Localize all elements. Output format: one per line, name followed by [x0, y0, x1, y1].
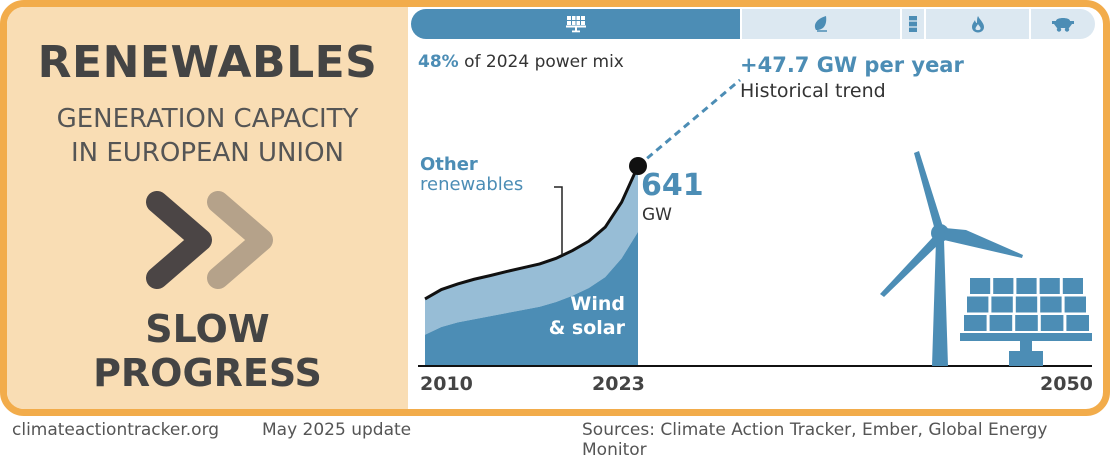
- footer-update: May 2025 update: [262, 420, 412, 440]
- coal-cart-icon: [1052, 18, 1074, 32]
- power-mix-share: 48% of 2024 power mix: [418, 52, 624, 72]
- solar-cell: [1066, 315, 1089, 331]
- oil-barrel-icon: [909, 16, 917, 32]
- wind-turbine-icon: [880, 151, 1023, 366]
- solar-cell: [1040, 296, 1062, 313]
- mix-segment-gas: [926, 9, 1029, 39]
- mix-segment-solar-wind: [411, 9, 740, 39]
- solar-cell: [993, 278, 1014, 294]
- double-chevron-right-icon: [146, 191, 273, 289]
- x-tick-2023: 2023: [592, 373, 645, 395]
- chevron-dark: [146, 191, 212, 289]
- total-renewables-line: [424, 165, 640, 301]
- solar-cell: [1039, 278, 1060, 294]
- power-mix-share-value: 48%: [418, 52, 459, 72]
- solar-cell: [1015, 315, 1038, 331]
- mix-segment-oil: [902, 9, 924, 39]
- subtitle-line-1: GENERATION CAPACITY: [56, 104, 359, 134]
- solar-cell: [989, 315, 1013, 331]
- current-capacity-unit: GW: [642, 205, 672, 225]
- area-wind-solar: [425, 231, 638, 366]
- power-mix-bar: [411, 9, 1095, 39]
- solar-panel-icon: [565, 16, 586, 33]
- other-label-bold: Other: [420, 154, 478, 175]
- solar-cell: [1064, 296, 1086, 313]
- solar-cell: [970, 278, 991, 294]
- solar-base: [1009, 351, 1043, 366]
- progress-status: SLOW PROGRESS: [7, 307, 408, 395]
- subtitle-line-2: IN EUROPEAN UNION: [70, 138, 345, 168]
- mix-segment-coal: [1031, 9, 1095, 39]
- page-subtitle: GENERATION CAPACITY IN EUROPEAN UNION: [7, 102, 408, 170]
- chevron-light: [207, 191, 273, 289]
- capacity-chart: [418, 78, 1092, 367]
- solar-cell: [1015, 296, 1038, 313]
- page-title: RENEWABLES: [37, 37, 378, 88]
- x-tick-2010: 2010: [420, 373, 473, 395]
- current-capacity-value: 641: [641, 168, 704, 203]
- area-other-renewables: [425, 166, 638, 335]
- left-panel: RENEWABLES GENERATION CAPACITY IN EUROPE…: [7, 7, 408, 409]
- solar-cell: [964, 315, 987, 331]
- leaf-icon: [814, 16, 827, 32]
- solar-cell: [967, 296, 989, 313]
- status-line-1: SLOW: [145, 307, 270, 351]
- infographic-frame: RENEWABLES GENERATION CAPACITY IN EUROPE…: [0, 0, 1110, 416]
- wind-solar-label: Wind & solar: [530, 292, 625, 340]
- solar-cell: [1040, 315, 1064, 331]
- historical-trend-line: [637, 78, 741, 168]
- trend-label: Historical trend: [740, 80, 886, 102]
- power-mix-share-text: of 2024 power mix: [464, 52, 624, 72]
- footer-sources: Sources: Climate Action Tracker, Ember, …: [582, 420, 1048, 460]
- trend-value: +47.7 GW per year: [740, 53, 964, 77]
- other-label-rest: renewables: [420, 174, 524, 195]
- x-tick-2050: 2050: [1040, 373, 1093, 395]
- current-value-marker: [629, 157, 647, 175]
- solar-cell: [991, 296, 1013, 313]
- flame-icon: [971, 16, 984, 33]
- footer-website[interactable]: climateactiontracker.org: [12, 420, 220, 440]
- mix-segment-bioenergy: [742, 9, 900, 39]
- solar-frame: [960, 333, 1092, 341]
- solar-post: [1020, 341, 1032, 351]
- wind-solar-label-1: Wind: [570, 293, 625, 315]
- solar-panel-illustration: [960, 278, 1092, 366]
- wind-solar-label-2: & solar: [548, 317, 625, 339]
- solar-cell: [1062, 278, 1083, 294]
- solar-cell: [1016, 278, 1037, 294]
- status-line-2: PROGRESS: [93, 351, 322, 395]
- other-renewables-label: Other renewables: [420, 155, 523, 195]
- other-renewables-leader-line: [554, 186, 563, 255]
